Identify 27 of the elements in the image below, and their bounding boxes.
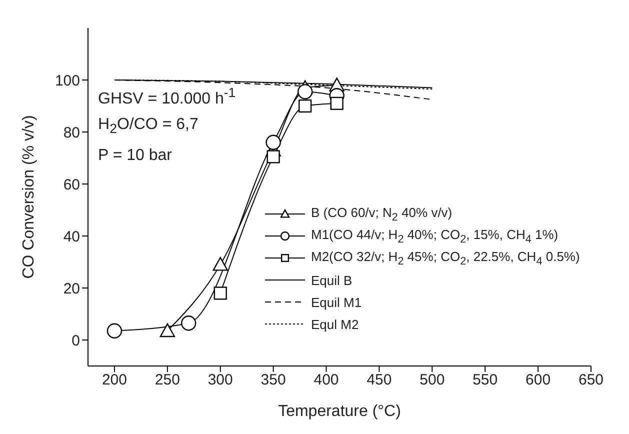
legend-label: B (CO 60/v; N$_{2}$ 40% v/v) xyxy=(311,204,452,224)
x-tick-label: 400 xyxy=(314,372,339,389)
legend-label: Equl M2 xyxy=(311,316,359,332)
x-tick-label: 600 xyxy=(526,372,551,389)
y-tick-label: 20 xyxy=(63,280,80,298)
legend-label: Equil B xyxy=(311,272,352,288)
x-tick-label: 350 xyxy=(260,372,286,389)
x-tick-label: 250 xyxy=(154,372,180,389)
annotation: H$_{2}$O/CO = 6,7 xyxy=(98,115,200,139)
x-tick-label: 550 xyxy=(472,372,498,389)
legend-label: M2(CO 32/v; H$_{2}$ 45%; CO$_{2}$, 22.5%, CH$_{4}$ 0.5%) xyxy=(311,248,580,268)
x-tick-label: 450 xyxy=(366,372,392,389)
y-tick-label: 60 xyxy=(63,176,80,194)
x-tick-label: 500 xyxy=(420,372,445,389)
y-tick-label: 40 xyxy=(63,228,80,246)
y-tick-label: 100 xyxy=(54,72,80,90)
x-axis-title: Temperature (°C) xyxy=(278,403,401,420)
annotation: GHSV = 10.000 h$^{-1}$ xyxy=(98,84,236,110)
x-tick-label: 300 xyxy=(208,372,233,389)
y-tick-label: 80 xyxy=(63,124,80,142)
annotation: P = 10 bar xyxy=(98,146,173,166)
x-tick-label: 200 xyxy=(102,372,127,389)
legend-label: Equil M1 xyxy=(311,294,362,310)
x-tick-label: 650 xyxy=(578,372,604,389)
y-axis-title: CO Conversion (% v/v) xyxy=(20,115,38,279)
y-tick-label: 0 xyxy=(72,332,80,350)
legend-label: M1(CO 44/v; H$_{2}$ 40%; CO$_{2}$, 15%, CH$_{4}$ 1%) xyxy=(311,226,558,246)
